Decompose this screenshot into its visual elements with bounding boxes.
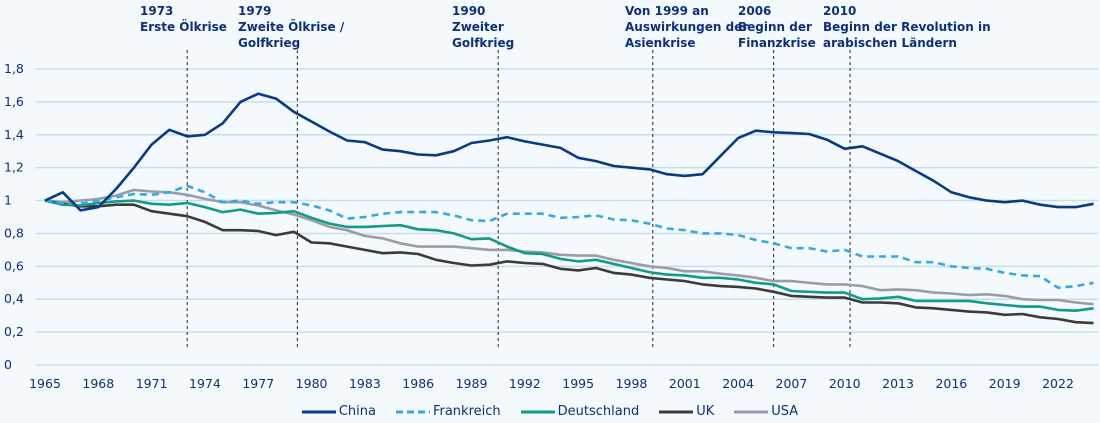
x-tick-label: 2010 <box>829 376 861 391</box>
y-tick-label: 1,8 <box>4 61 24 76</box>
x-tick-label: 1998 <box>616 376 648 391</box>
event-label-line: arabischen Ländern <box>823 36 957 50</box>
series-line-deutschland <box>44 199 1094 313</box>
y-tick-label: 0 <box>4 357 12 372</box>
x-tick-label: 2013 <box>882 376 914 391</box>
legend-item-frankreich: Frankreich <box>395 404 501 419</box>
y-tick-label: 0,4 <box>4 291 24 306</box>
x-tick-label: 2007 <box>776 376 808 391</box>
event-label-line: 2006 <box>738 4 772 18</box>
event-label-line: Golfkrieg <box>238 36 301 50</box>
event-label-line: 1990 <box>452 4 486 18</box>
legend-item-usa: USA <box>734 404 798 419</box>
event-label-line: 1973 <box>140 4 174 18</box>
y-tick-label: 1 <box>4 193 12 208</box>
x-tick-label: 1965 <box>29 376 61 391</box>
event-label-line: Beginn der <box>738 20 812 34</box>
legend-swatch <box>520 410 555 413</box>
x-tick-label: 2004 <box>722 376 754 391</box>
x-tick-label: 1977 <box>242 376 274 391</box>
legend-item-uk: UK <box>659 404 714 419</box>
event-label-1979: 1979 Zweite Ölkrise / Golfkrieg <box>238 3 344 51</box>
legend-label: China <box>338 404 376 419</box>
legend-label: Deutschland <box>557 404 640 419</box>
x-tick-label: 1995 <box>562 376 594 391</box>
legend-swatch <box>659 410 694 413</box>
legend-swatch <box>301 410 336 413</box>
legend-swatch <box>734 410 769 413</box>
x-tick-label: 1971 <box>136 376 168 391</box>
y-tick-label: 1,4 <box>4 127 24 142</box>
event-label-1999: Von 1999 an Auswirkungen der Asienkrise <box>625 3 748 51</box>
event-label-1990: 1990 Zweiter Golfkrieg <box>452 3 514 51</box>
event-label-line: Finanzkrise <box>738 36 816 50</box>
event-label-line: Erste Ölkrise <box>140 20 227 34</box>
x-tick-label: 1980 <box>296 376 328 391</box>
event-label-line: Zweiter <box>452 20 504 34</box>
x-tick-label: 1974 <box>189 376 221 391</box>
y-tick-label: 1,2 <box>4 160 24 175</box>
event-label-line: 1979 <box>238 4 272 18</box>
y-tick-label: 1,6 <box>4 94 24 109</box>
event-label-line: Asienkrise <box>625 36 696 50</box>
series-line-frankreich <box>44 184 1094 290</box>
event-label-2010: 2010 Beginn der Revolution in arabischen L… <box>823 3 991 51</box>
event-label-line: Zweite Ölkrise / <box>238 20 345 34</box>
event-label-line: Golfkrieg <box>452 36 515 50</box>
y-tick-label: 0,6 <box>4 258 24 273</box>
event-label-line: Auswirkungen der <box>625 20 749 34</box>
legend-item-deutschland: Deutschland <box>520 404 640 419</box>
legend-label: USA <box>771 404 799 419</box>
x-tick-label: 2019 <box>989 376 1021 391</box>
event-label-line: Von 1999 an <box>625 4 709 18</box>
x-tick-label: 2016 <box>935 376 967 391</box>
event-label-2006: 2006 Beginn der Finanzkrise <box>738 3 816 51</box>
legend-label: Frankreich <box>432 404 501 419</box>
x-tick-label: 1968 <box>82 376 114 391</box>
x-tick-label: 1986 <box>402 376 434 391</box>
legend-label: UK <box>696 404 715 419</box>
event-label-line: 2010 <box>823 4 857 18</box>
x-tick-label: 2022 <box>1042 376 1074 391</box>
x-tick-label: 2001 <box>669 376 701 391</box>
x-tick-label: 1983 <box>349 376 381 391</box>
legend-swatch <box>395 410 430 413</box>
series-line-china <box>44 92 1094 212</box>
x-tick-label: 1992 <box>509 376 541 391</box>
event-label-1973: 1973 Erste Ölkrise <box>140 3 227 35</box>
event-label-line: Beginn der Revolution in <box>823 20 991 34</box>
y-tick-label: 0,8 <box>4 225 24 240</box>
legend-item-china: China <box>301 404 376 419</box>
series-line-uk <box>44 199 1094 325</box>
legend: China Frankreich Deutschland UK USA <box>0 404 1100 419</box>
y-tick-label: 0,2 <box>4 324 24 339</box>
x-tick-label: 1989 <box>456 376 488 391</box>
